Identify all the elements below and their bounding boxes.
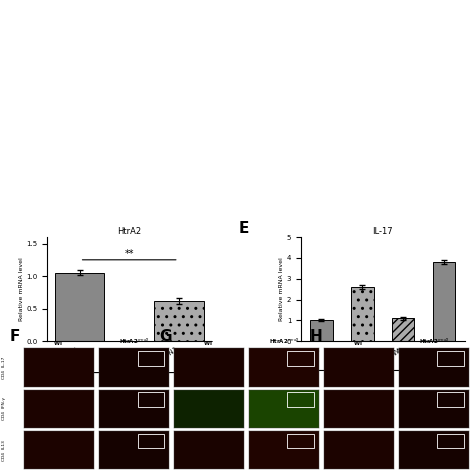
- Text: CD4  IL-17: CD4 IL-17: [2, 356, 6, 379]
- Text: G: G: [159, 328, 172, 344]
- Text: F: F: [9, 328, 20, 344]
- Text: **: **: [125, 248, 134, 258]
- Title: HtrA2: HtrA2: [117, 227, 141, 236]
- Text: HtrA2$^{mnd2}$: HtrA2$^{mnd2}$: [269, 337, 300, 346]
- Bar: [351, 287, 374, 341]
- Text: Th17: Th17: [415, 377, 432, 383]
- Bar: [55, 273, 104, 341]
- Y-axis label: Relative mRNA level: Relative mRNA level: [279, 257, 284, 321]
- Bar: [433, 262, 456, 341]
- Text: Th0: Th0: [335, 377, 348, 383]
- Bar: [392, 319, 414, 341]
- Text: HtrA2$^{mnd2}$: HtrA2$^{mnd2}$: [419, 337, 449, 346]
- Text: CD4  IL13: CD4 IL13: [2, 440, 6, 461]
- Text: HtrA2$^{mnd2}$: HtrA2$^{mnd2}$: [118, 337, 149, 346]
- Text: WT: WT: [54, 341, 64, 346]
- Text: E: E: [239, 221, 249, 237]
- Y-axis label: Relative mRNA level: Relative mRNA level: [18, 257, 24, 321]
- Bar: [310, 320, 333, 341]
- Text: Th17: Th17: [120, 379, 138, 385]
- Text: WT: WT: [204, 341, 214, 346]
- Title: IL-17: IL-17: [373, 227, 393, 236]
- Bar: [154, 301, 203, 341]
- Text: H: H: [310, 328, 322, 344]
- Text: WT: WT: [354, 341, 364, 346]
- Text: CD4  IFN-γ: CD4 IFN-γ: [2, 397, 6, 420]
